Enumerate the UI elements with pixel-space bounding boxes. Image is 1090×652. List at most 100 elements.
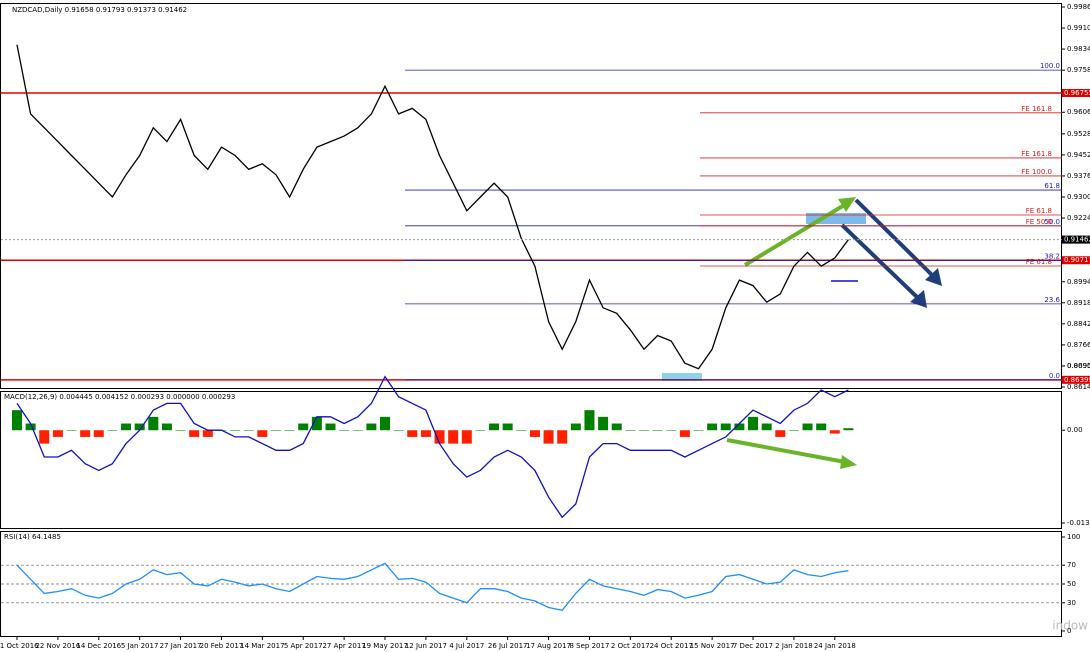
macd-bar [570,423,581,431]
x-tick-label: 2 Jan 2018 [775,642,813,650]
y-tick-label: 100 [1067,533,1080,541]
macd-bar [734,423,745,431]
level-label: FE 161.8 [1021,150,1052,158]
macd-bar [529,430,540,437]
macd-header: MACD(12,26,9) 0.004445 0.004152 0.000293… [4,393,235,401]
y-tick-label: -0.01385 [1067,519,1090,527]
level-label: FE 61.8 [1026,258,1052,266]
y-tick-label: 70 [1067,561,1076,569]
macd-bar [543,430,554,444]
macd-bar [230,430,241,431]
x-tick-label: 7 Dec 2017 [733,642,773,650]
macd-bar [693,430,704,431]
x-tick-label: 4 Jul 2017 [449,642,484,650]
level-label: 100.0 [1040,62,1060,70]
macd-bar [843,428,854,431]
current-price-label: 0.91462 [1064,236,1090,244]
green-arrow [743,197,856,267]
x-tick-label: 14 Dec 2016 [76,642,121,650]
y-tick-label: 30 [1067,599,1076,607]
y-tick-label: 50 [1067,580,1076,588]
price-header: NZDCAD,Daily 0.91658 0.91793 0.91373 0.9… [12,6,187,14]
macd-bar [339,430,350,431]
x-tick-label: 27 Apr 2017 [322,642,365,650]
macd-bar [407,430,418,437]
price-pane [0,3,1062,389]
zone-box [806,213,866,224]
x-tick-label: 26 Jul 2017 [488,642,528,650]
macd-bar [557,430,568,444]
x-tick-label: 20 Feb 2017 [200,642,244,650]
macd-bar [420,430,431,437]
rsi-header: RSI(14) 64.1485 [4,533,61,541]
y-tick-label: 0.00959 [1067,362,1090,370]
macd-bar [516,430,527,431]
macd-bar [638,430,649,431]
macd-bar [352,430,363,431]
price-tag-label: 0.86399 [1064,376,1090,384]
x-tick-label: 5 Jan 2017 [121,642,159,650]
macd-bar [52,430,63,437]
level-label: FE 100.0 [1021,168,1052,176]
macd-bar [502,423,513,431]
macd-bar [434,430,445,444]
macd-bar [461,430,472,444]
macd-bar [584,410,595,431]
macd-bar [134,423,145,431]
x-tick-label: 12 Jun 2017 [405,642,447,650]
macd-bar [366,423,377,431]
macd-bar [189,430,200,437]
x-tick-label: 14 Mar 2017 [240,642,284,650]
level-label: FE 50.0 [1026,218,1052,226]
macd-bar [25,423,36,431]
macd-bar [80,430,91,437]
macd-bar [788,430,799,431]
level-label: 23.6 [1044,296,1060,304]
macd-bar [284,430,295,431]
macd-bar [652,430,663,431]
macd-bar [257,430,268,437]
macd-bar [66,430,77,431]
x-tick-label: 8 Sep 2017 [569,642,609,650]
macd-bar [666,430,677,431]
y-tick-label: 0 [1067,627,1071,635]
macd-bar [598,416,609,431]
macd-bar [12,410,22,431]
macd-bar [39,430,50,444]
x-tick-label: 2 Oct 2017 [611,642,650,650]
macd-bar [611,423,622,431]
x-tick-label: 22 Nov 2016 [35,642,80,650]
macd-bar [775,430,786,437]
macd-bar [679,430,690,437]
blue-arrows [840,198,942,308]
x-tick-label: 24 Jan 2018 [814,642,856,650]
macd-bar [816,423,827,431]
macd-bar [202,430,213,437]
y-tick-label: 0.00 [1067,426,1083,434]
macd-line [16,375,849,519]
level-label: 61.8 [1044,182,1060,190]
zone-box [662,373,702,381]
macd-bar [475,430,486,431]
macd-green-arrow [726,438,857,469]
current-price-tag [1062,235,1090,244]
macd-bar [311,416,322,431]
price-tag [1062,375,1090,384]
x-tick-label: 5 Apr 2017 [284,642,323,650]
macd-bar [107,430,118,431]
rsi-line [16,562,849,612]
macd-bar [829,430,840,434]
